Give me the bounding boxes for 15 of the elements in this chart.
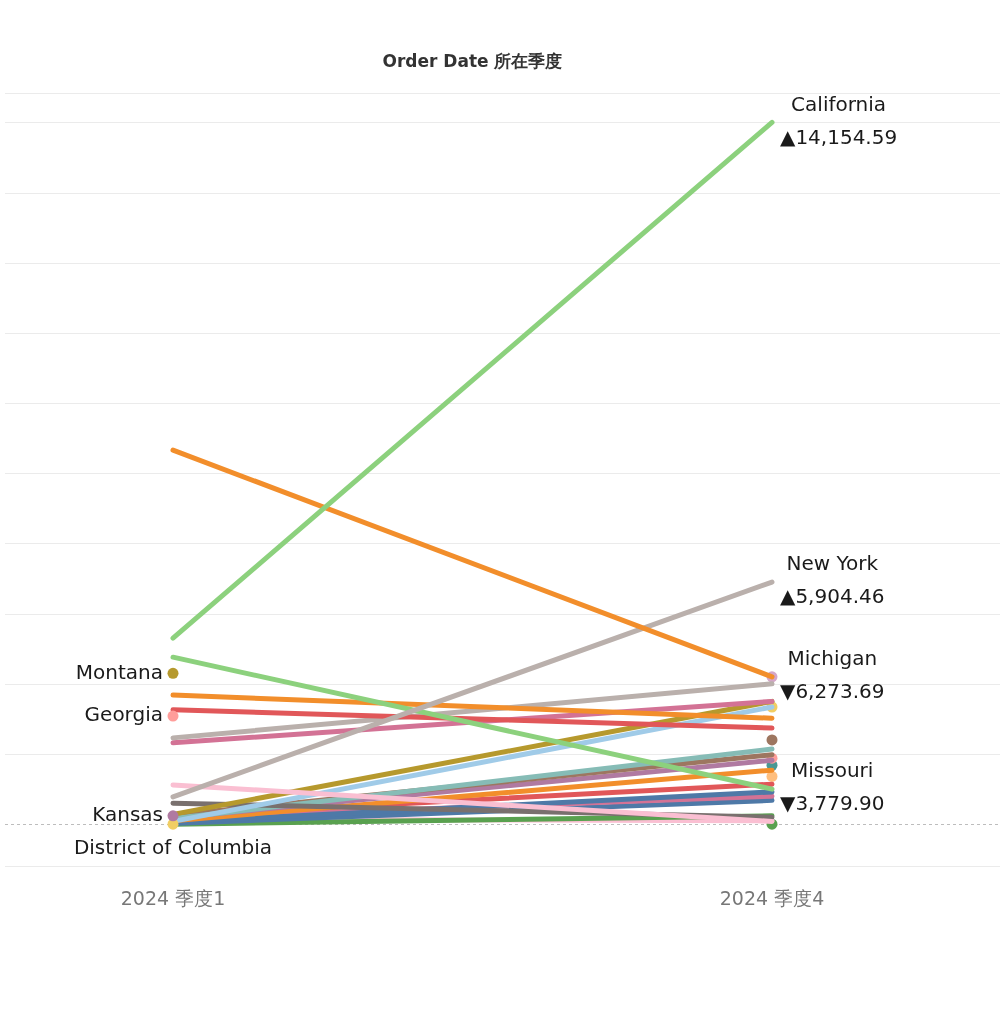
annotation: ▼3,779.90 [780,791,885,816]
series-label: New York [786,551,879,576]
chart-title: Order Date 所在季度 [382,50,563,71]
annotation: ▲14,154.59 [780,124,898,149]
series-label: District of Columbia [73,835,273,860]
series-label: Michigan [787,646,878,671]
annotation: ▲5,904.46 [780,584,885,609]
series-label: Montana [75,659,163,684]
annotation: ▼6,273.69 [780,679,885,704]
x-tick-label: 2024 季度1 [120,886,226,909]
series-label: California [791,91,887,116]
series-label: Missouri [791,758,874,783]
series-label: Georgia [84,702,163,727]
x-tick-label: 2024 季度4 [719,886,825,909]
series-label: Kansas [92,801,163,826]
